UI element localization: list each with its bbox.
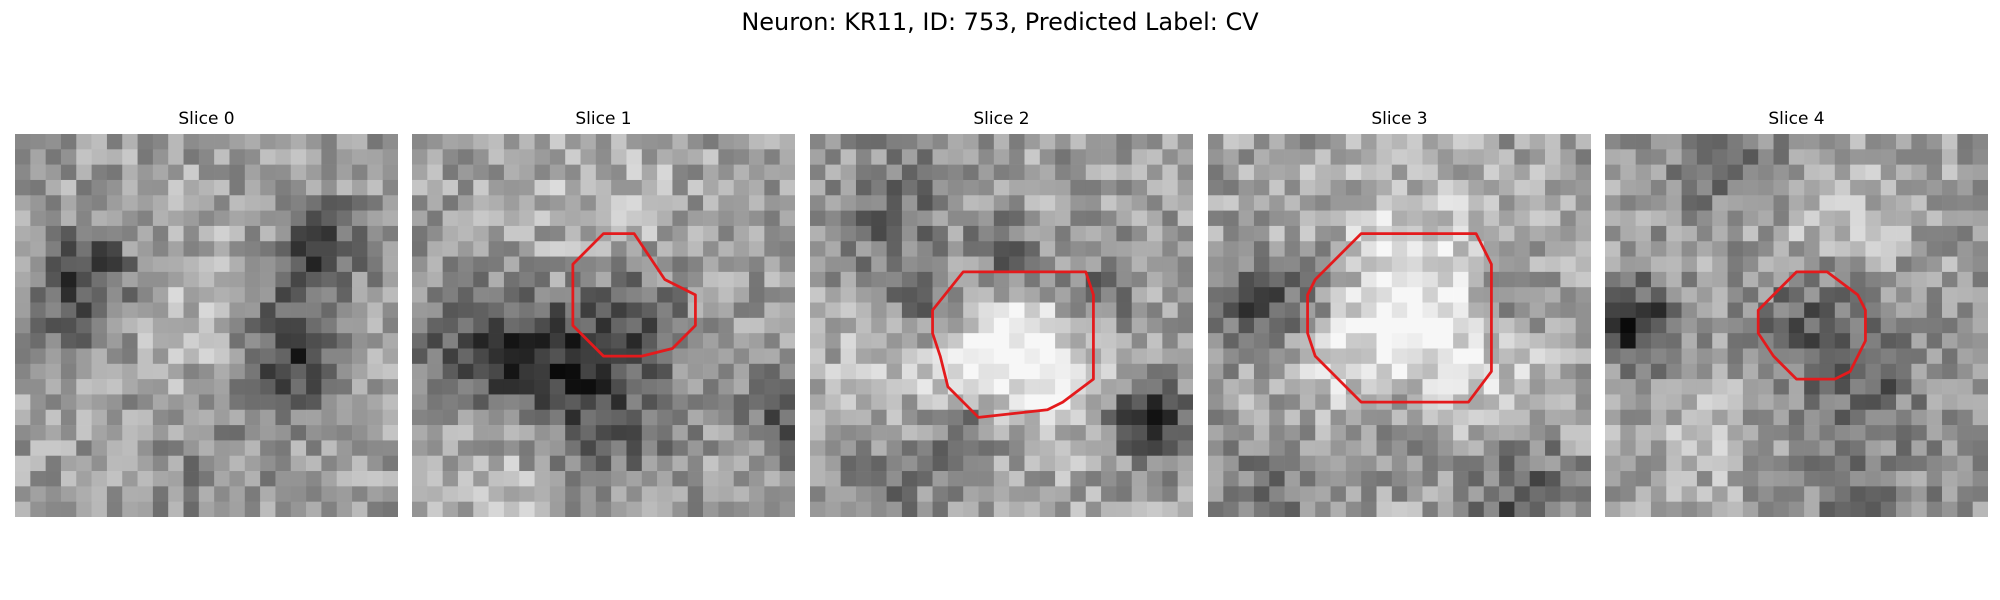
slice-title: Slice 1 (575, 109, 632, 129)
slice-image-3 (1208, 134, 1591, 517)
slice-panel-2: Slice 2 (810, 108, 1193, 518)
slice-panel-3: Slice 3 (1208, 108, 1591, 518)
cell-contour (571, 232, 697, 358)
slice-image-2 (810, 134, 1193, 517)
slice-panel-4: Slice 4 (1605, 108, 1988, 518)
slice-image-1 (412, 134, 795, 517)
slice-title: Slice 4 (1768, 109, 1825, 129)
slice-title: Slice 0 (178, 109, 235, 129)
slice-panel-1: Slice 1 (412, 108, 795, 518)
cell-contour (1756, 270, 1867, 381)
slice-image-0 (15, 134, 398, 517)
slice-image-4 (1605, 134, 1988, 517)
figure-title: Neuron: KR11, ID: 753, Predicted Label: … (741, 8, 1259, 36)
slice-panel-0: Slice 0 (15, 108, 398, 518)
slice-title: Slice 2 (973, 109, 1030, 129)
cell-contour (931, 270, 1095, 419)
slice-title: Slice 3 (1371, 109, 1428, 129)
cell-contour (1306, 232, 1493, 404)
